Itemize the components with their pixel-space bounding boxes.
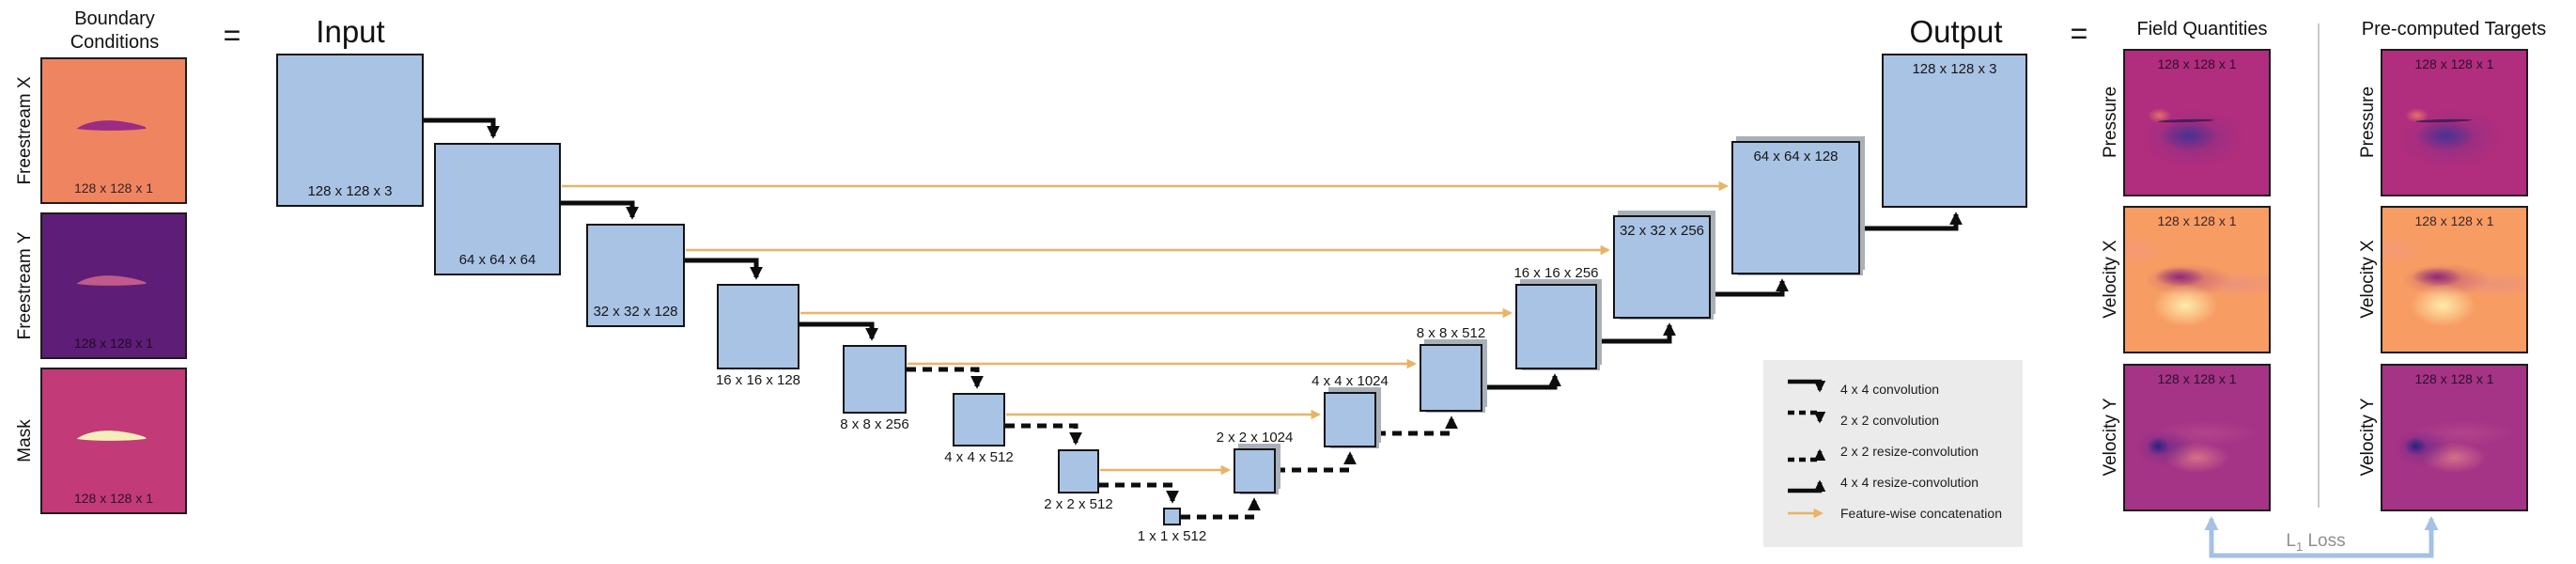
- legend-item: 4 x 4 convolution: [1782, 373, 2023, 404]
- block-dim-label: 8 x 8 x 512: [1416, 325, 1486, 341]
- velocity-x-label: Velocity X: [2358, 240, 2378, 319]
- block-dim-label: 8 x 8 x 256: [840, 416, 909, 432]
- boundary-conditions-heading: Boundary Conditions: [70, 8, 160, 53]
- decoder-block-16: 16 x 16 x 256: [1513, 265, 1599, 369]
- image-dim-label: 128 x 128 x 1: [73, 180, 154, 196]
- legend-item-label: 4 x 4 convolution: [1840, 381, 1940, 397]
- freestream-y-image: 128 x 128 x 1: [40, 212, 187, 359]
- block-dim-label: 16 x 16 x 256: [1513, 265, 1599, 281]
- legend-item-label: 2 x 2 convolution: [1840, 412, 1940, 428]
- block-dim-label: 4 x 4 x 1024: [1311, 373, 1389, 389]
- bottleneck-block: 1 x 1 x 512: [1138, 508, 1206, 544]
- legend-item: 4 x 4 resize-convolution: [1782, 466, 2023, 497]
- field-pressure-image: 128 x 128 x 1: [2123, 49, 2271, 196]
- block-dim-label: 64 x 64 x 128: [1753, 149, 1839, 164]
- block-dim-label: 4 x 4 x 512: [944, 449, 1014, 465]
- legend-box: 4 x 4 convolution 2 x 2 convolution 2 x …: [1763, 360, 2023, 547]
- precomputed-targets-heading: Pre-computed Targets: [2361, 19, 2547, 39]
- image-dim-label: 128 x 128 x 1: [2157, 56, 2237, 71]
- encoder-block-4: 4 x 4 x 512: [944, 393, 1014, 465]
- block-dim-label: 2 x 2 x 512: [1044, 496, 1113, 512]
- pressure-label: Pressure: [2358, 86, 2378, 159]
- block-dim-label: 2 x 2 x 1024: [1216, 430, 1294, 446]
- image-dim-label: 128 x 128 x 1: [73, 336, 154, 351]
- orange-right-arrow-icon: [1788, 508, 1824, 518]
- mask-image: 128 x 128 x 1: [40, 368, 187, 514]
- target-pressure-image: 128 x 128 x 1: [2381, 49, 2528, 196]
- block-dim-label: 1 x 1 x 512: [1137, 528, 1207, 544]
- encoder-block-16: 16 x 16 x 128: [716, 284, 800, 388]
- block-dim-label: 128 x 128 x 3: [1912, 61, 1997, 77]
- field-velocity-x-image: 128 x 128 x 1: [2123, 206, 2271, 353]
- block-dim-label: 16 x 16 x 128: [715, 372, 801, 388]
- encoder-block-input: 128 x 128 x 3: [276, 54, 424, 207]
- loss-rest: Loss: [2303, 531, 2346, 552]
- legend-item-label: Feature-wise concatenation: [1840, 505, 2002, 521]
- output-heading: Output: [1909, 14, 2003, 49]
- input-heading: Input: [316, 14, 385, 49]
- encoder-block-64: 64 x 64 x 64: [434, 143, 561, 275]
- encoder-block-8: 8 x 8 x 256: [840, 345, 909, 432]
- legend-item: 2 x 2 resize-convolution: [1782, 435, 2023, 466]
- panel-divider: [2318, 24, 2320, 508]
- image-dim-label: 128 x 128 x 1: [2157, 371, 2237, 386]
- loss-base: L: [2286, 531, 2296, 552]
- legend-item-label: 2 x 2 resize-convolution: [1840, 443, 1979, 459]
- legend-item: 2 x 2 convolution: [1782, 404, 2023, 435]
- decoder-block-64: 64 x 64 x 128: [1731, 141, 1860, 274]
- decoder-block-32: 32 x 32 x 256: [1613, 215, 1711, 319]
- decoder-block-8: 8 x 8 x 512: [1417, 325, 1485, 412]
- dashed-up-arrow-icon: [1788, 447, 1826, 462]
- airfoil-shape: [2415, 118, 2472, 123]
- image-dim-label: 128 x 128 x 1: [73, 491, 154, 506]
- target-velocity-y-image: 128 x 128 x 1: [2381, 364, 2528, 511]
- output-block: 128 x 128 x 3: [1882, 54, 2027, 208]
- l1-loss-label: L1 Loss: [2286, 531, 2345, 554]
- airfoil-shape: [2158, 118, 2214, 123]
- velocity-x-label: Velocity X: [2101, 240, 2120, 319]
- equals-sign-right: =: [2070, 16, 2088, 51]
- equals-sign-left: =: [223, 18, 241, 53]
- block-dim-label: 64 x 64 x 64: [458, 252, 536, 268]
- solid-down-arrow-icon: [1788, 379, 1826, 393]
- velocity-y-label: Velocity Y: [2101, 398, 2120, 477]
- block-dim-label: 32 x 32 x 256: [1619, 223, 1705, 239]
- image-dim-label: 128 x 128 x 1: [2414, 213, 2494, 228]
- image-dim-label: 128 x 128 x 1: [2414, 56, 2494, 71]
- legend-item-label: 4 x 4 resize-convolution: [1840, 474, 1979, 490]
- field-quantities-heading: Field Quantities: [2136, 19, 2268, 39]
- solid-up-arrow-icon: [1788, 478, 1826, 493]
- block-dim-label: 128 x 128 x 3: [307, 183, 393, 199]
- decoder-block-2: 2 x 2 x 1024: [1217, 430, 1293, 494]
- decoder-block-4: 4 x 4 x 1024: [1311, 373, 1389, 447]
- field-velocity-y-image: 128 x 128 x 1: [2123, 364, 2271, 511]
- image-dim-label: 128 x 128 x 1: [2157, 213, 2237, 228]
- pressure-label: Pressure: [2101, 86, 2120, 159]
- freestream-x-image: 128 x 128 x 1: [40, 57, 187, 204]
- encoder-block-32: 32 x 32 x 128: [586, 224, 685, 327]
- dashed-down-arrow-icon: [1788, 410, 1826, 424]
- target-velocity-x-image: 128 x 128 x 1: [2381, 206, 2528, 353]
- legend-item: Feature-wise concatenation: [1782, 497, 2023, 528]
- block-dim-label: 32 x 32 x 128: [593, 304, 678, 320]
- loss-sub: 1: [2295, 539, 2304, 554]
- velocity-y-label: Velocity Y: [2358, 398, 2378, 477]
- encoder-block-2: 2 x 2 x 512: [1044, 449, 1113, 512]
- image-dim-label: 128 x 128 x 1: [2414, 371, 2494, 386]
